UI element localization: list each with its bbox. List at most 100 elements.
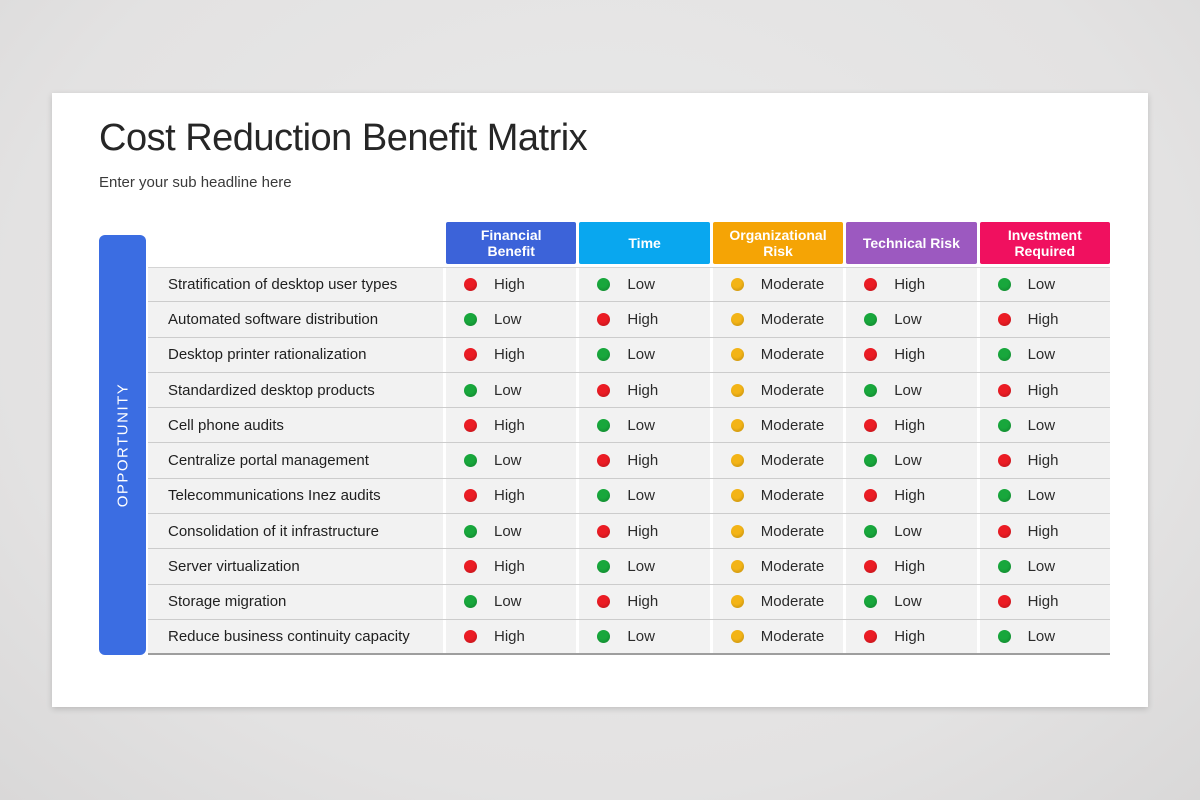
rating-cell: High (979, 302, 1110, 337)
green-status-dot-icon (464, 595, 477, 609)
rating-text: High (494, 628, 525, 646)
opportunity-axis-label: OPPORTUNITY (114, 382, 131, 508)
rating-cell: High (846, 478, 977, 514)
rating-text: Low (627, 416, 655, 434)
rating-cell: High (446, 268, 577, 302)
green-status-dot-icon (464, 312, 477, 326)
rating-cell: High (579, 514, 710, 549)
red-status-dot-icon (464, 348, 477, 362)
rating-cell: High (846, 619, 977, 654)
amber-status-dot-icon (730, 560, 744, 574)
rating-text: High (627, 522, 659, 540)
rating-cell: High (446, 619, 577, 654)
amber-status-dot-icon (730, 454, 744, 468)
header-spacer (148, 222, 443, 264)
red-status-dot-icon (864, 560, 878, 574)
amber-status-dot-icon (730, 418, 744, 432)
rating-cell: Low (446, 302, 577, 337)
green-status-dot-icon (597, 278, 611, 292)
rating-cell: Moderate (712, 443, 844, 478)
amber-status-dot-icon (730, 348, 744, 362)
red-status-dot-icon (464, 560, 477, 574)
benefit-matrix-table: Financial Benefit Time Organizational Risk… (148, 222, 1110, 656)
rating-text: High (894, 416, 926, 434)
page-subtitle: Enter your sub headline here (99, 174, 292, 191)
red-status-dot-icon (864, 630, 878, 644)
rating-text: Moderate (760, 416, 825, 434)
rating-cell: Low (579, 268, 710, 302)
rating-text: Low (894, 452, 922, 470)
rating-cell: Low (846, 443, 977, 478)
rating-text: High (894, 558, 926, 576)
rating-text: High (894, 346, 926, 364)
green-status-dot-icon (997, 418, 1011, 432)
rating-text: High (627, 593, 659, 611)
rating-text: Moderate (760, 346, 825, 364)
red-status-dot-icon (597, 524, 611, 538)
red-status-dot-icon (864, 278, 878, 292)
opportunity-axis-bar: OPPORTUNITY (99, 235, 146, 655)
rating-cell: Moderate (712, 408, 844, 443)
green-status-dot-icon (597, 630, 611, 644)
table-row: Telecommunications Inez audits High Low Mod… (148, 478, 1110, 515)
rating-text: Low (1027, 346, 1056, 364)
rating-cell: High (979, 372, 1110, 408)
rating-cell: High (979, 514, 1110, 549)
rating-text: Low (1027, 628, 1056, 646)
rating-text: High (627, 452, 659, 470)
table-row: Consolidation of it infrastructure Low Hig… (148, 514, 1110, 550)
green-status-dot-icon (464, 454, 477, 468)
green-status-dot-icon (997, 348, 1011, 362)
row-label: Automated software distribution (148, 302, 443, 337)
rating-cell: Low (446, 443, 577, 478)
red-status-dot-icon (597, 595, 611, 609)
rating-cell: Moderate (712, 584, 844, 619)
table-row: Centralize portal management Low High Moder… (148, 443, 1110, 479)
amber-status-dot-icon (730, 595, 744, 609)
rating-text: High (1027, 522, 1059, 540)
rating-cell: High (846, 337, 977, 372)
rating-cell: Low (579, 619, 710, 654)
column-header: Time (579, 222, 710, 264)
rating-cell: High (846, 268, 977, 302)
rating-cell: Moderate (712, 302, 844, 337)
rating-text: High (894, 628, 926, 646)
rating-cell: Low (979, 478, 1110, 514)
red-status-dot-icon (597, 312, 611, 326)
rating-cell: High (846, 408, 977, 443)
row-label: Stratification of desktop user types (148, 268, 443, 302)
rating-cell: High (579, 302, 710, 337)
rating-cell: Low (446, 584, 577, 619)
row-label: Consolidation of it infrastructure (148, 514, 443, 549)
column-header: Technical Risk (846, 222, 977, 264)
rating-text: Moderate (760, 276, 825, 294)
rating-cell: Low (579, 337, 710, 372)
rating-text: Low (1027, 487, 1056, 505)
rating-cell: Low (979, 619, 1110, 654)
rating-text: Low (494, 310, 522, 328)
rating-cell: High (446, 408, 577, 443)
rating-cell: Low (846, 514, 977, 549)
rating-cell: High (579, 584, 710, 619)
rating-cell: Moderate (712, 337, 844, 372)
rating-cell: Low (846, 302, 977, 337)
green-status-dot-icon (997, 630, 1011, 644)
rating-cell: High (446, 337, 577, 372)
rating-text: Low (627, 346, 655, 364)
green-status-dot-icon (997, 489, 1011, 503)
row-label: Reduce business continuity capacity (148, 619, 443, 654)
rating-text: High (894, 276, 926, 294)
rating-text: Low (894, 522, 922, 540)
rating-cell: Low (979, 268, 1110, 302)
rating-cell: Low (579, 478, 710, 514)
amber-status-dot-icon (730, 312, 744, 326)
green-status-dot-icon (864, 595, 878, 609)
table-row: Stratification of desktop user types High… (148, 267, 1110, 303)
rating-text: Moderate (760, 381, 825, 399)
rating-text: High (1027, 310, 1059, 328)
column-header: Investment Required (979, 222, 1110, 264)
rating-cell: Low (579, 549, 710, 584)
table-row: Desktop printer rationalization High Low Mo… (148, 337, 1110, 373)
rating-text: Low (494, 381, 522, 399)
red-status-dot-icon (997, 595, 1011, 609)
